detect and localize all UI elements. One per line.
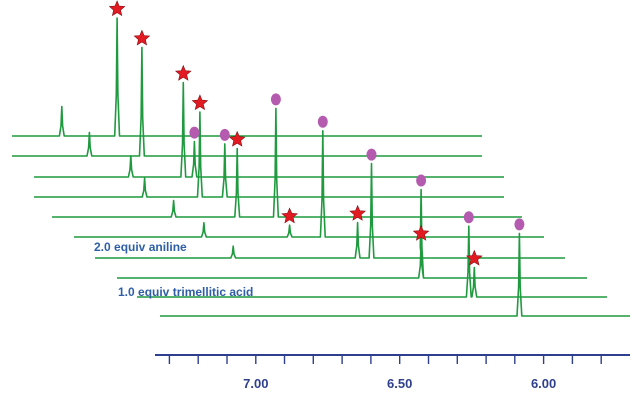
spectrum-trace-10 <box>160 232 630 317</box>
star-marker-4 <box>191 94 209 111</box>
spectrum-trace-2 <box>12 46 482 157</box>
x-axis: 7.00 6.50 6.00 <box>155 354 630 391</box>
circle-marker-6 <box>317 115 328 128</box>
star-marker-9 <box>465 249 483 266</box>
spectrum-trace-7 <box>95 162 565 259</box>
spectrum-trace-9 <box>137 225 607 298</box>
spectrum-trace-4 <box>34 111 504 198</box>
spectrum-trace-8 <box>117 188 587 279</box>
circle-marker-9 <box>463 211 474 224</box>
star-marker-7 <box>349 204 367 221</box>
star-marker-1 <box>108 0 126 17</box>
marker-layer <box>108 0 525 266</box>
star-marker-6 <box>281 207 299 224</box>
circle-marker-7 <box>366 148 377 161</box>
spectrum-trace-5 <box>52 107 522 218</box>
circle-marker-3 <box>189 126 200 139</box>
star-marker-2 <box>133 29 151 46</box>
x-axis-tick-label: 6.00 <box>531 376 556 391</box>
annotation-trimellitic-acid: 1.0 equiv trimellitic acid <box>118 285 254 299</box>
circle-marker-4 <box>219 128 230 141</box>
star-marker-8 <box>412 224 430 241</box>
spectrum-trace-3 <box>34 81 504 178</box>
x-axis-tick-label: 7.00 <box>243 376 268 391</box>
circle-marker-5 <box>270 93 281 106</box>
spectra-layer <box>12 17 630 317</box>
star-marker-5 <box>228 130 246 147</box>
spectrum-trace-1 <box>12 17 482 137</box>
annotation-aniline: 2.0 equiv aniline <box>94 240 187 254</box>
circle-marker-10 <box>514 218 525 231</box>
star-marker-3 <box>174 64 192 81</box>
spectrum-trace-6 <box>74 130 544 238</box>
circle-marker-8 <box>416 174 427 187</box>
x-axis-tick-label: 6.50 <box>387 376 412 391</box>
